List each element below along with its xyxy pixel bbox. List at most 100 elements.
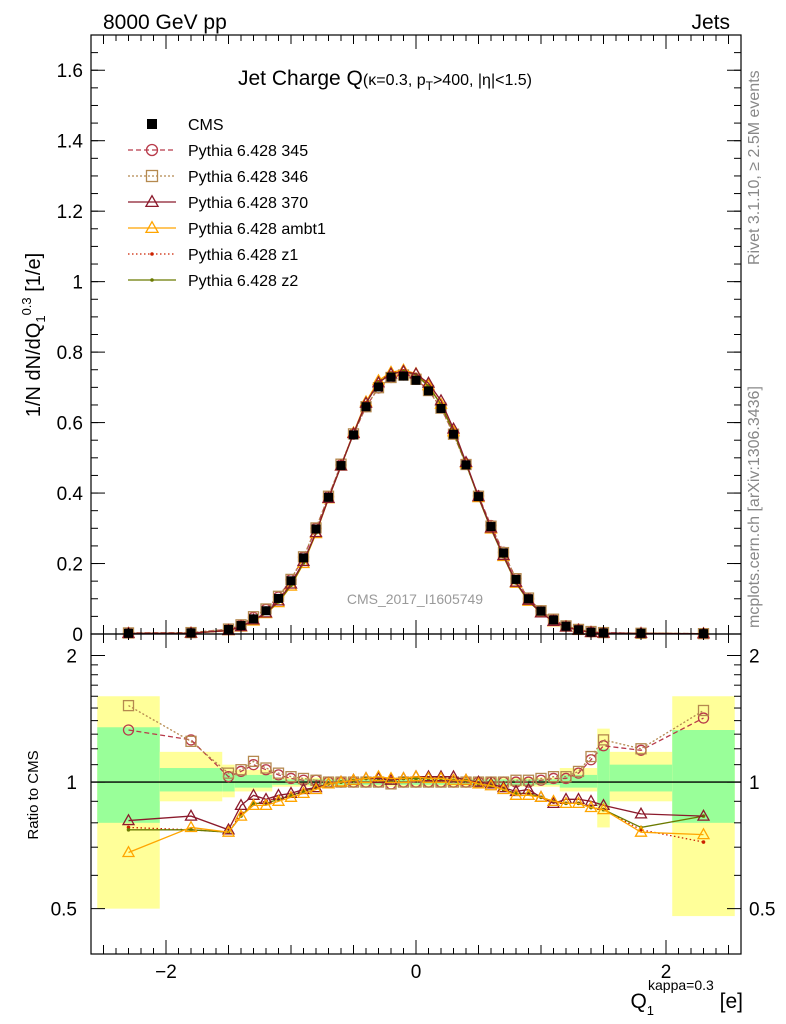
- main-data-point: [349, 430, 358, 440]
- ratio-data-point: [697, 712, 710, 724]
- ratio-data-point: [359, 771, 373, 784]
- legend: CMS Pythia 6.428 345 Pythia 6.428 346 Pythi…: [128, 117, 326, 290]
- ratio-data-point: [184, 809, 198, 821]
- ratio-data-point: [534, 790, 548, 802]
- ratio-data-point: [346, 773, 361, 785]
- ratio-data-point: [496, 782, 511, 795]
- legend-label: Pythia 6.428 346: [188, 169, 308, 186]
- ratio-band-green: [672, 729, 735, 823]
- main-data-point: [399, 371, 408, 381]
- ratio-data-point: [701, 840, 706, 844]
- header-right: Jets: [691, 11, 730, 34]
- legend-label: Pythia 6.428 345: [188, 143, 308, 160]
- ratio-data-point: [235, 764, 247, 776]
- legend-marker: [150, 278, 154, 282]
- ratio-series-line: [128, 717, 704, 785]
- ratio-data-point: [584, 800, 598, 813]
- ratio-data-point: [421, 769, 436, 782]
- ratio-y-tick-label: 1: [66, 773, 77, 794]
- legend-entry-cms: CMS: [147, 117, 224, 134]
- ratio-data-point: [184, 820, 198, 833]
- ratio-data-point: [571, 796, 586, 808]
- ratio-data-point: [122, 724, 135, 736]
- x-tick-label: 0: [411, 962, 422, 983]
- title-main: Jet Charge Q: [238, 67, 363, 90]
- legend-label: Pythia 6.428 ambt1: [188, 221, 326, 238]
- legend-marker: [150, 252, 154, 256]
- ratio-data-point: [471, 774, 486, 787]
- legend-entry-pythia-6-428-z1: Pythia 6.428 z1: [128, 247, 298, 264]
- ratio-data-point: [309, 780, 323, 793]
- legend-label: CMS: [188, 117, 224, 134]
- ratio-data-point: [484, 776, 498, 789]
- x-axis-label: Q1 kappa=0.3 [e]: [630, 977, 743, 1018]
- main-data-point: [374, 382, 383, 392]
- main-y-tick-label: 0.4: [57, 484, 84, 505]
- ratio-data-point: [310, 774, 322, 786]
- ratio-data-point: [285, 771, 297, 783]
- ratio-data-point: [122, 699, 135, 712]
- main-y-tick-label: 1.2: [57, 202, 83, 223]
- ratio-data-point: [434, 769, 448, 782]
- main-data-point: [286, 576, 296, 586]
- main-data-point: [424, 386, 433, 396]
- main-y-axis-label: 1/N dN/dQ10.3 [1/e]: [19, 253, 48, 417]
- title-cond-sub: T: [426, 79, 434, 93]
- ratio-data-point: [284, 790, 298, 802]
- ratio-data-point: [572, 765, 585, 778]
- ratio-data-point: [321, 776, 336, 789]
- ratio-band-green: [234, 774, 273, 788]
- ratio-data-point: [522, 774, 535, 786]
- ratio-data-point: [222, 767, 235, 779]
- ratio-data-point: [509, 788, 523, 800]
- ratio-data-point: [434, 771, 448, 784]
- ratio-data-point: [221, 825, 236, 837]
- ratio-data-point: [546, 796, 561, 808]
- legend-marker: [147, 119, 157, 129]
- ratio-data-point: [521, 788, 536, 800]
- ratio-data-point: [384, 773, 398, 785]
- legend-marker: [144, 194, 160, 208]
- ratio-data-point: [271, 788, 286, 800]
- ratio-data-point: [696, 827, 711, 840]
- ratio-data-point: [535, 772, 547, 785]
- ratio-band-green: [97, 727, 160, 823]
- ratio-data-point: [272, 767, 285, 779]
- legend-label: Pythia 6.428 z2: [188, 273, 298, 290]
- header-left: 8000 GeV pp: [103, 11, 227, 34]
- x-tick-label: −2: [155, 962, 177, 983]
- ratio-data-point: [296, 786, 311, 799]
- ratio-y-tick-label-right: 1: [749, 773, 760, 794]
- ratio-y-tick-label-right: 0.5: [749, 900, 775, 921]
- y-label-sup: 0.3: [19, 297, 34, 315]
- main-y-tick-label: 1: [72, 273, 83, 294]
- ratio-y-tick-label: 2: [66, 647, 77, 668]
- ratio-data-point: [634, 806, 648, 819]
- legend-entry-pythia-6-428-345: Pythia 6.428 345: [128, 143, 308, 160]
- main-y-tick-label: 0.6: [57, 414, 83, 435]
- main-data-point: [535, 605, 547, 617]
- legend-entry-pythia-6-428-ambt1: Pythia 6.428 ambt1: [128, 220, 326, 238]
- main-data-point: [274, 593, 283, 603]
- x-label-main: Q: [630, 990, 646, 1013]
- main-data-point: [411, 375, 421, 385]
- ratio-data-point: [414, 776, 418, 781]
- ratio-data-point: [584, 794, 598, 806]
- main-data-point: [461, 460, 471, 470]
- main-data-point: [486, 522, 496, 532]
- ratio-data-point: [371, 769, 386, 782]
- main-y-tick-label: 0: [72, 625, 83, 646]
- ratio-data-point: [421, 771, 436, 784]
- main-data-point: [361, 402, 371, 412]
- ratio-axes: 0.5 0.5 1 1 2 2 −2 0 2: [51, 634, 775, 983]
- ratio-data-point: [634, 825, 648, 837]
- main-y-tick-label: 1.4: [57, 132, 84, 153]
- x-label-sub: 1: [647, 1003, 654, 1018]
- x-label-sup: kappa=0.3: [648, 977, 714, 993]
- ratio-data-point: [560, 771, 572, 783]
- ratio-data-point: [496, 780, 511, 793]
- ratio-band-green: [159, 768, 223, 792]
- title-cond-a: (κ=0.3, p: [363, 72, 426, 89]
- ratio-data-point: [409, 769, 423, 782]
- title-cond-b: >400, |η|<1.5): [433, 72, 532, 89]
